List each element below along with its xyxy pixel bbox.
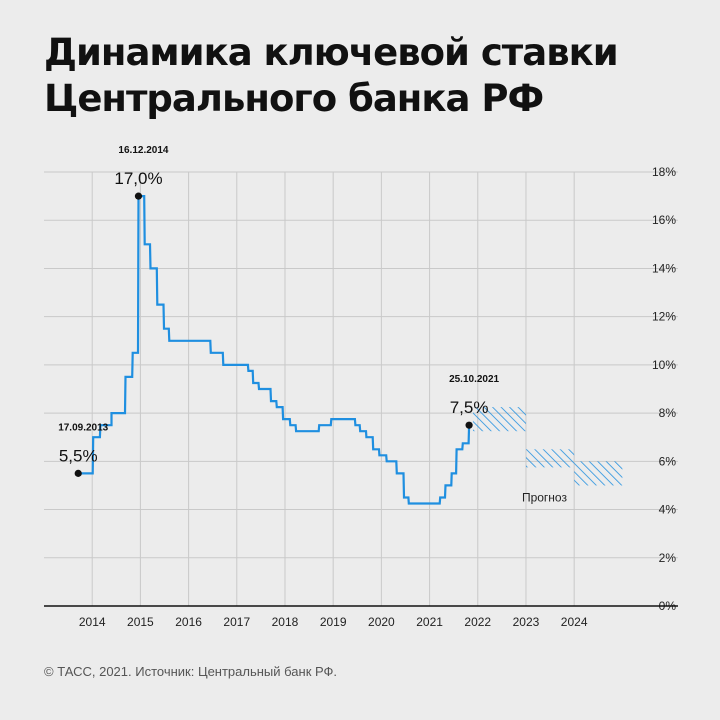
y-tick-label: 2%	[659, 551, 677, 565]
x-tick-label: 2015	[127, 615, 154, 629]
y-tick-label: 16%	[652, 213, 676, 227]
chart-title-line2: Центрального банка РФ	[44, 77, 544, 120]
annotation-value: 7,5%	[450, 398, 489, 417]
x-tick-label: 2017	[223, 615, 250, 629]
x-tick-label: 2021	[416, 615, 443, 629]
annotation-date: 25.10.2021	[449, 374, 499, 385]
x-tick-label: 2014	[79, 615, 106, 629]
annotation-point	[74, 469, 82, 477]
annotation-value: 17,0%	[114, 169, 162, 188]
chart-title: Динамика ключевой ставки Центрального ба…	[44, 30, 684, 122]
x-tick-label: 2024	[561, 615, 588, 629]
y-tick-label: 10%	[652, 358, 676, 372]
series-group	[78, 195, 471, 505]
x-tick-label: 2019	[320, 615, 347, 629]
axes: 0%2%4%6%8%10%12%14%16%18%2014 2015 2016 201…	[44, 165, 678, 629]
series-line	[78, 195, 471, 505]
y-tick-label: 4%	[659, 503, 677, 517]
forecast-range	[574, 461, 623, 486]
y-tick-label: 12%	[652, 310, 676, 324]
forecast-areas	[472, 407, 623, 486]
source-footer: © ТАСС, 2021. Источник: Центральный банк…	[44, 664, 338, 679]
chart-title-line1: Динамика ключевой ставки	[44, 31, 619, 74]
annotation-date: 17.09.2013	[58, 422, 108, 433]
forecast-range	[525, 449, 575, 468]
x-tick-label: 2016	[175, 615, 202, 629]
x-tick-label: 2018	[272, 615, 299, 629]
x-tick-label: 2020	[368, 615, 395, 629]
x-tick-label: 2023	[513, 615, 540, 629]
y-tick-label: 8%	[659, 406, 677, 420]
grid-lines	[44, 171, 678, 606]
annotation-point	[465, 421, 473, 429]
annotation-point	[134, 192, 143, 200]
annotations: 17.09.2013 5,5% 16.12.2014 17,0% 25.10.2021 7…	[58, 145, 500, 477]
y-tick-label: 14%	[652, 261, 676, 275]
x-tick-label: 2022	[464, 615, 491, 629]
forecast-label: Прогноз	[522, 491, 568, 505]
annotation-value: 5,5%	[59, 446, 98, 465]
y-tick-label: 18%	[652, 165, 676, 179]
forecast-range	[472, 407, 526, 432]
annotation-date: 16.12.2014	[118, 145, 168, 156]
y-tick-label: 6%	[659, 454, 677, 468]
